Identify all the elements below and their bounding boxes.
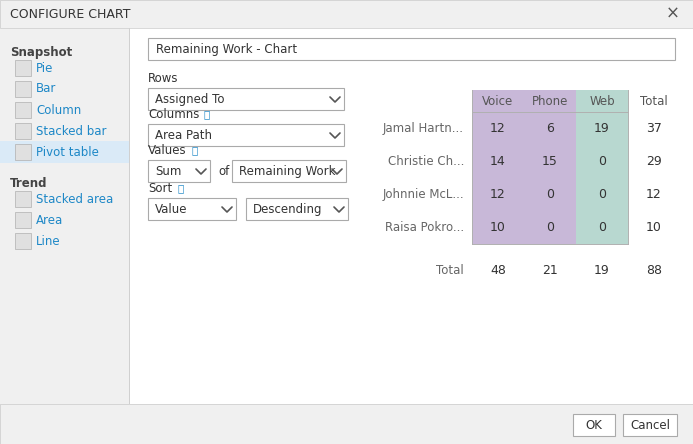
- Text: Snapshot: Snapshot: [10, 46, 72, 59]
- Bar: [15, 212, 31, 228]
- Bar: [15, 60, 31, 76]
- Text: Remaining Work - Chart: Remaining Work - Chart: [156, 43, 297, 56]
- Text: 10: 10: [490, 221, 506, 234]
- Text: Area Path: Area Path: [155, 128, 212, 142]
- Text: Line: Line: [36, 234, 60, 247]
- Bar: [576, 178, 628, 211]
- Bar: [232, 160, 346, 182]
- Bar: [472, 145, 524, 178]
- Text: Total: Total: [640, 95, 668, 107]
- Text: 37: 37: [646, 122, 662, 135]
- Bar: [15, 123, 31, 139]
- Text: Assigned To: Assigned To: [155, 92, 225, 106]
- Text: Jamal Hartn...: Jamal Hartn...: [383, 122, 464, 135]
- Text: Area: Area: [36, 214, 63, 226]
- Bar: [472, 112, 524, 145]
- Text: Pivot table: Pivot table: [36, 146, 99, 159]
- Text: Web: Web: [589, 95, 615, 107]
- Text: 15: 15: [542, 155, 558, 168]
- Bar: [0, 28, 130, 404]
- Text: 19: 19: [594, 264, 610, 277]
- Bar: [576, 112, 628, 145]
- Bar: [524, 211, 576, 244]
- Bar: [573, 414, 615, 436]
- Bar: [15, 233, 31, 249]
- Bar: [524, 112, 576, 145]
- Bar: [15, 102, 31, 118]
- Bar: [524, 178, 576, 211]
- Text: 48: 48: [490, 264, 506, 277]
- Bar: [246, 198, 348, 220]
- Text: 0: 0: [546, 188, 554, 201]
- Text: 21: 21: [542, 264, 558, 277]
- Bar: [472, 178, 524, 211]
- Bar: [576, 90, 628, 112]
- Text: 88: 88: [646, 264, 662, 277]
- Text: Total: Total: [437, 264, 464, 277]
- Text: 12: 12: [646, 188, 662, 201]
- Bar: [472, 211, 524, 244]
- Bar: [0, 141, 129, 163]
- Text: Stacked area: Stacked area: [36, 193, 113, 206]
- Text: 14: 14: [490, 155, 506, 168]
- Bar: [524, 145, 576, 178]
- Text: 29: 29: [646, 155, 662, 168]
- Text: CONFIGURE CHART: CONFIGURE CHART: [10, 8, 130, 20]
- Text: Stacked bar: Stacked bar: [36, 124, 107, 138]
- Text: 0: 0: [598, 221, 606, 234]
- Text: Pie: Pie: [36, 62, 53, 75]
- Bar: [148, 88, 344, 110]
- Bar: [130, 28, 693, 404]
- Text: Columns: Columns: [148, 108, 200, 121]
- Text: 12: 12: [490, 188, 506, 201]
- Text: 0: 0: [598, 155, 606, 168]
- Bar: [472, 90, 524, 112]
- Bar: [524, 90, 576, 112]
- Text: Sum: Sum: [155, 164, 182, 178]
- Bar: [576, 211, 628, 244]
- Text: ⓘ: ⓘ: [192, 145, 198, 155]
- Text: of: of: [218, 164, 229, 178]
- Text: Column: Column: [36, 103, 81, 116]
- Text: Rows: Rows: [148, 72, 179, 85]
- Text: Christie Ch...: Christie Ch...: [387, 155, 464, 168]
- Bar: [148, 198, 236, 220]
- Text: OK: OK: [586, 419, 602, 432]
- Text: 6: 6: [546, 122, 554, 135]
- Text: Raisa Pokro...: Raisa Pokro...: [385, 221, 464, 234]
- Bar: [15, 191, 31, 207]
- Text: 0: 0: [546, 221, 554, 234]
- Text: Descending: Descending: [253, 202, 322, 215]
- Text: Johnnie McL...: Johnnie McL...: [383, 188, 464, 201]
- Text: 0: 0: [598, 188, 606, 201]
- Bar: [15, 144, 31, 160]
- Text: Sort: Sort: [148, 182, 173, 195]
- Text: Values: Values: [148, 144, 186, 157]
- Text: ⓘ: ⓘ: [177, 183, 183, 193]
- Bar: [148, 160, 210, 182]
- Text: Cancel: Cancel: [630, 419, 670, 432]
- Text: Phone: Phone: [532, 95, 568, 107]
- Text: Remaining Work: Remaining Work: [239, 164, 335, 178]
- Text: ×: ×: [666, 5, 680, 23]
- Bar: [0, 404, 693, 444]
- Bar: [0, 0, 693, 28]
- Text: Voice: Voice: [482, 95, 514, 107]
- Bar: [623, 414, 677, 436]
- Text: Trend: Trend: [10, 177, 48, 190]
- Bar: [148, 38, 675, 60]
- Text: Bar: Bar: [36, 83, 56, 95]
- Bar: [576, 145, 628, 178]
- Bar: [15, 81, 31, 97]
- Text: ⓘ: ⓘ: [204, 109, 210, 119]
- Text: 10: 10: [646, 221, 662, 234]
- Text: 19: 19: [594, 122, 610, 135]
- Bar: [129, 28, 130, 404]
- Text: Value: Value: [155, 202, 188, 215]
- Bar: [148, 124, 344, 146]
- Text: 12: 12: [490, 122, 506, 135]
